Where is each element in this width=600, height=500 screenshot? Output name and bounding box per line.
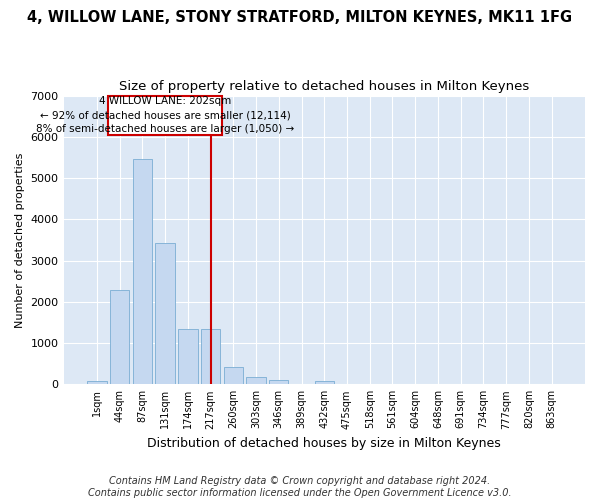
Bar	[201, 329, 220, 384]
Bar	[269, 380, 289, 384]
Text: Contains HM Land Registry data © Crown copyright and database right 2024.
Contai: Contains HM Land Registry data © Crown c…	[88, 476, 512, 498]
Text: 4 WILLOW LANE: 202sqm
← 92% of detached houses are smaller (12,114)
8% of semi-d: 4 WILLOW LANE: 202sqm ← 92% of detached …	[36, 96, 294, 134]
Bar	[110, 290, 130, 384]
Bar	[133, 160, 152, 384]
FancyBboxPatch shape	[108, 96, 222, 134]
X-axis label: Distribution of detached houses by size in Milton Keynes: Distribution of detached houses by size …	[148, 437, 501, 450]
Title: Size of property relative to detached houses in Milton Keynes: Size of property relative to detached ho…	[119, 80, 529, 93]
Text: 4, WILLOW LANE, STONY STRATFORD, MILTON KEYNES, MK11 1FG: 4, WILLOW LANE, STONY STRATFORD, MILTON …	[28, 10, 572, 25]
Bar	[87, 381, 107, 384]
Bar	[224, 366, 243, 384]
Bar	[314, 381, 334, 384]
Bar	[247, 378, 266, 384]
Bar	[155, 243, 175, 384]
Bar	[178, 329, 197, 384]
Y-axis label: Number of detached properties: Number of detached properties	[15, 152, 25, 328]
